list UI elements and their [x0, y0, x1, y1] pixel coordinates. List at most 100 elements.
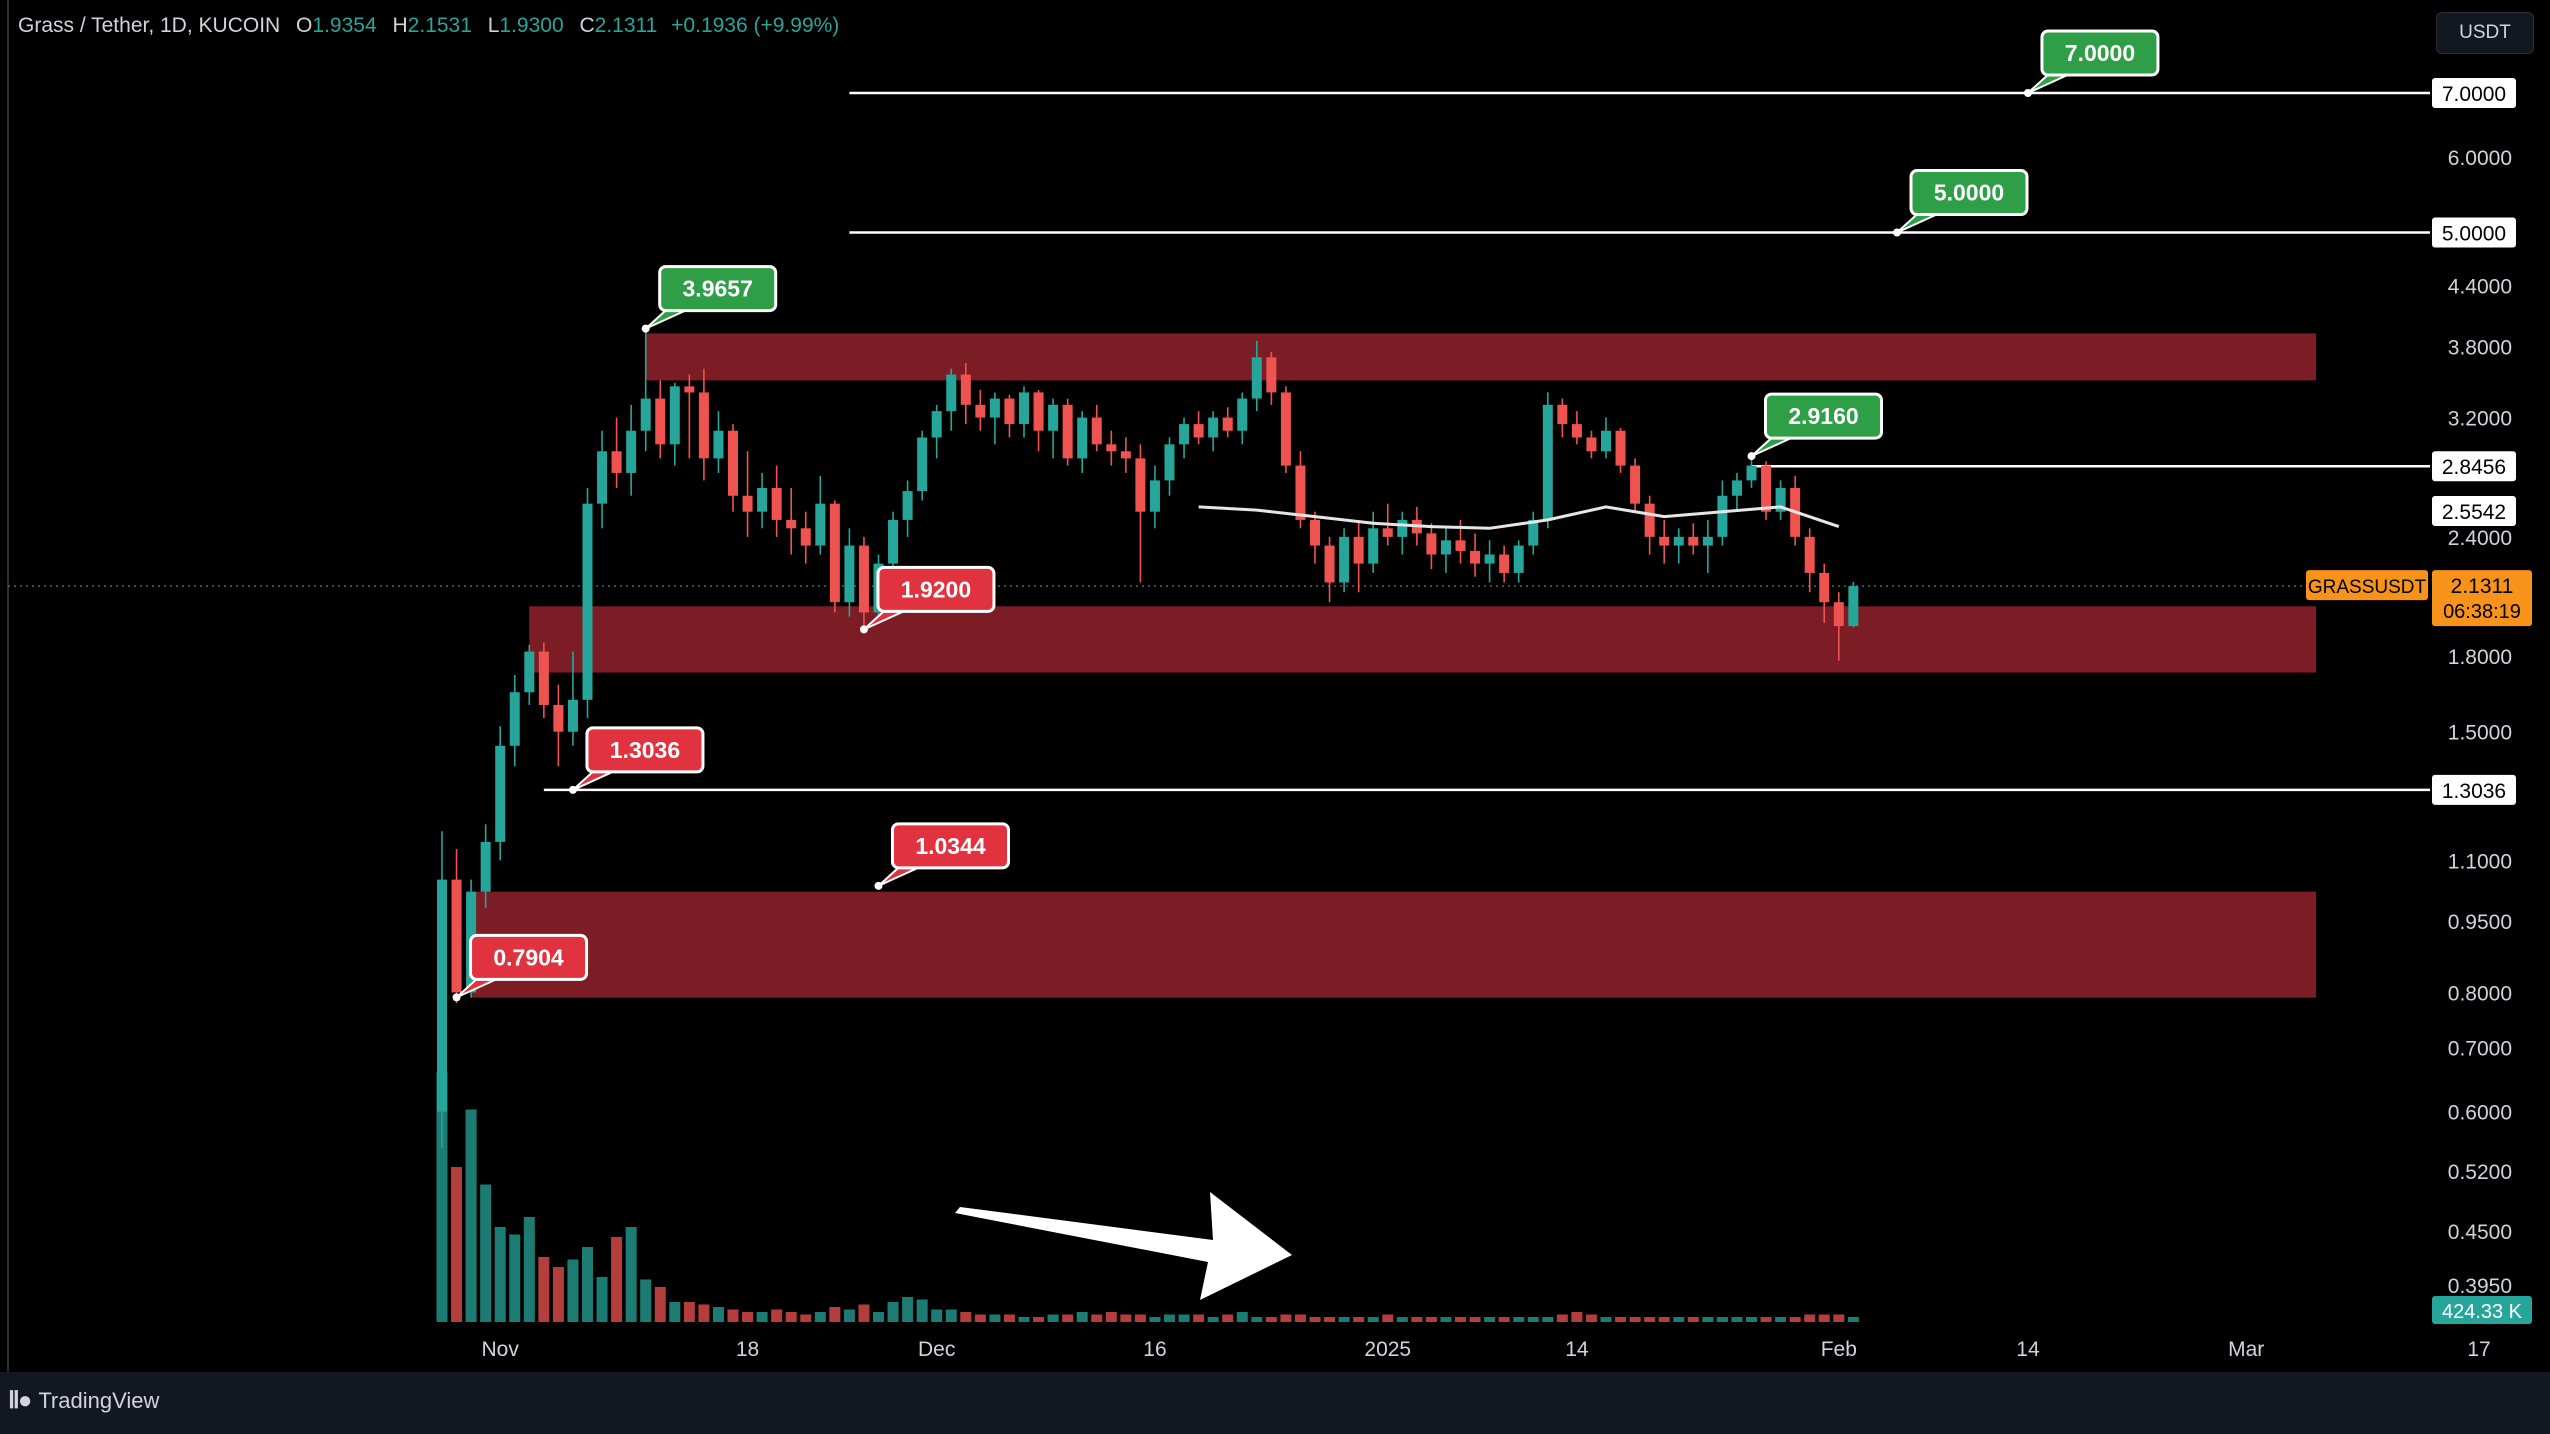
volume-bar: [1076, 1312, 1088, 1322]
level-price-tag-label: 5.0000: [2442, 223, 2506, 246]
y-tick-label: 0.4500: [2448, 1221, 2512, 1244]
footer-bar: [0, 1372, 2550, 1434]
tradingview-logo-icon: Ⅱ●: [8, 1387, 32, 1414]
y-tick-label: 1.8000: [2448, 646, 2512, 669]
candle-body: [495, 745, 506, 842]
candle-body: [1731, 480, 1742, 496]
candle-body: [829, 503, 840, 603]
candle-body: [1251, 357, 1262, 399]
volume-bar: [1018, 1317, 1030, 1322]
price-chart[interactable]: 7.0000 5.0000 3.9657 2.9160 1.9200 1.3036 1.03…: [0, 0, 2550, 1372]
volume-bar: [596, 1277, 608, 1322]
volume-bar: [712, 1307, 724, 1322]
y-tick-label: 3.8000: [2448, 336, 2512, 359]
volume-bar: [1338, 1317, 1350, 1322]
volume-bar: [1658, 1317, 1670, 1322]
candle-body: [713, 430, 724, 459]
volume-bar: [436, 1072, 448, 1322]
candle-body: [1761, 465, 1772, 512]
volume-bar: [640, 1279, 652, 1322]
candle-body: [858, 545, 869, 613]
candle-body: [1382, 528, 1393, 537]
x-tick-label: 16: [1143, 1338, 1166, 1361]
callout-box: [876, 565, 996, 613]
volume-bar: [654, 1287, 666, 1322]
candle-body: [669, 386, 680, 445]
x-tick-label: Mar: [2228, 1338, 2264, 1361]
volume-bar: [625, 1227, 637, 1322]
volume-bar: [1091, 1314, 1103, 1322]
candle-body: [1775, 488, 1786, 512]
volume-bar: [1673, 1317, 1685, 1322]
volume-bar: [567, 1259, 579, 1322]
y-tick-label: 2.4000: [2448, 527, 2512, 550]
candle-body: [640, 398, 651, 431]
candle-body: [1324, 545, 1335, 583]
candle-body: [1368, 528, 1379, 564]
candle-body: [1644, 503, 1655, 537]
candle-body: [1077, 417, 1088, 459]
volume-bar: [669, 1302, 681, 1322]
candle-body: [1688, 536, 1699, 546]
volume-bar: [1120, 1314, 1132, 1322]
volume-bar: [1382, 1314, 1394, 1322]
callout-label: 1.3036: [610, 737, 680, 763]
candle-body: [800, 528, 811, 546]
volume-tag-label: 424.33 K: [2442, 1301, 2523, 1323]
volume-bar: [858, 1304, 870, 1322]
candle-body: [480, 841, 491, 892]
volume-bar: [1062, 1314, 1074, 1322]
brand-name: TradingView: [38, 1387, 160, 1413]
candle-body: [1804, 536, 1815, 573]
currency-button[interactable]: USDT: [2436, 12, 2534, 54]
volume-bar: [683, 1302, 695, 1322]
y-tick-label: 6.0000: [2448, 147, 2512, 170]
candle-body: [1295, 465, 1306, 520]
volume-bar: [1731, 1317, 1743, 1322]
volume-bar: [931, 1309, 943, 1322]
volume-bar: [1134, 1314, 1146, 1322]
candle-body: [1091, 417, 1102, 445]
last-price-value: 2.1311: [2451, 575, 2514, 598]
candle-body: [815, 503, 826, 546]
volume-bar: [611, 1237, 623, 1322]
candle-body: [728, 430, 738, 496]
candle-body: [844, 545, 855, 603]
candle-body: [1848, 586, 1859, 627]
volume-bar: [1527, 1317, 1539, 1322]
candle-body: [742, 495, 753, 512]
low-label: L: [487, 14, 500, 37]
volume-bar: [538, 1257, 550, 1322]
candle-body: [1048, 404, 1059, 431]
y-tick-label: 0.5200: [2448, 1161, 2512, 1184]
volume-bar: [1513, 1317, 1525, 1322]
volume-bar: [974, 1314, 986, 1322]
candle-body: [1440, 540, 1451, 555]
volume-bar: [945, 1309, 957, 1322]
y-tick-label: 0.3950: [2448, 1275, 2512, 1298]
candle-body: [1470, 550, 1481, 564]
trend-arrow-icon: [955, 1192, 1292, 1300]
x-tick-label: 17: [2467, 1338, 2490, 1361]
brand[interactable]: Ⅱ● TradingView: [8, 1386, 159, 1415]
candle-body: [1499, 554, 1510, 573]
volume-bar: [1265, 1317, 1277, 1322]
volume-bar: [1294, 1314, 1306, 1322]
candle-body: [524, 651, 535, 693]
volume-bar: [1760, 1317, 1772, 1322]
volume-bar: [1702, 1317, 1714, 1322]
volume-bar: [1484, 1317, 1496, 1322]
candle-body: [1586, 437, 1597, 452]
supply-demand-zone: [471, 891, 2317, 998]
candle-body: [1019, 392, 1029, 425]
candle-body: [1528, 519, 1539, 546]
last-price-tag: [2432, 570, 2532, 627]
volume-bar: [480, 1184, 492, 1322]
candle-body: [1339, 536, 1350, 583]
volume-bar: [1498, 1317, 1510, 1322]
y-tick-label: 1.5000: [2448, 722, 2512, 745]
candle-body: [1193, 424, 1204, 438]
candle-body: [655, 398, 666, 445]
candle-body: [1397, 519, 1408, 537]
volume-bar: [552, 1267, 564, 1322]
